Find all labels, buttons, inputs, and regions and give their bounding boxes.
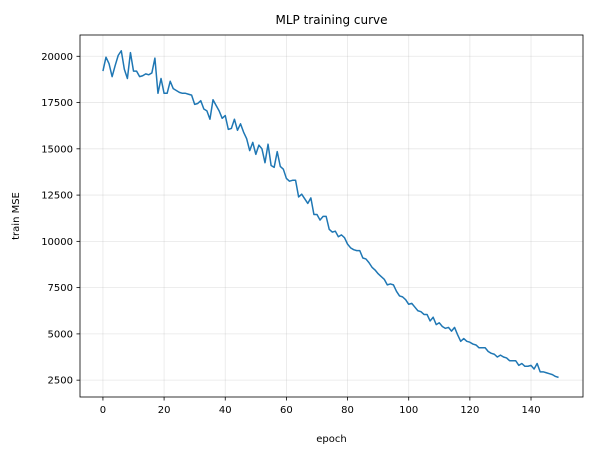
train-mse-line bbox=[102, 49, 559, 379]
y-axis: 2500 5000 7500 10000 12500 15000 17500 20000 bbox=[41, 52, 80, 387]
y-tick-label: 15000 bbox=[41, 144, 73, 155]
x-tick-label: 60 bbox=[280, 405, 293, 416]
y-axis-title: train MSE bbox=[11, 192, 22, 240]
x-axis: 0 20 40 60 80 100 120 140 bbox=[100, 397, 541, 416]
y-tick-label: 10000 bbox=[41, 237, 73, 248]
y-tick-label: 2500 bbox=[48, 376, 73, 387]
x-tick-label: 120 bbox=[460, 405, 479, 416]
chart-title: MLP training curve bbox=[275, 13, 387, 27]
plot-frame bbox=[79, 34, 584, 398]
y-tick-label: 7500 bbox=[48, 283, 73, 294]
y-tick-label: 17500 bbox=[41, 98, 73, 109]
x-tick-label: 80 bbox=[341, 405, 354, 416]
y-tick-label: 20000 bbox=[41, 52, 73, 63]
x-tick-label: 100 bbox=[399, 405, 418, 416]
x-tick-label: 0 bbox=[100, 405, 106, 416]
y-tick-label: 5000 bbox=[48, 329, 73, 340]
x-tick-label: 140 bbox=[521, 405, 540, 416]
x-axis-title: epoch bbox=[316, 434, 346, 445]
x-tick-label: 40 bbox=[219, 405, 232, 416]
y-tick-label: 12500 bbox=[41, 191, 73, 202]
grid bbox=[80, 35, 583, 397]
x-tick-label: 20 bbox=[158, 405, 171, 416]
